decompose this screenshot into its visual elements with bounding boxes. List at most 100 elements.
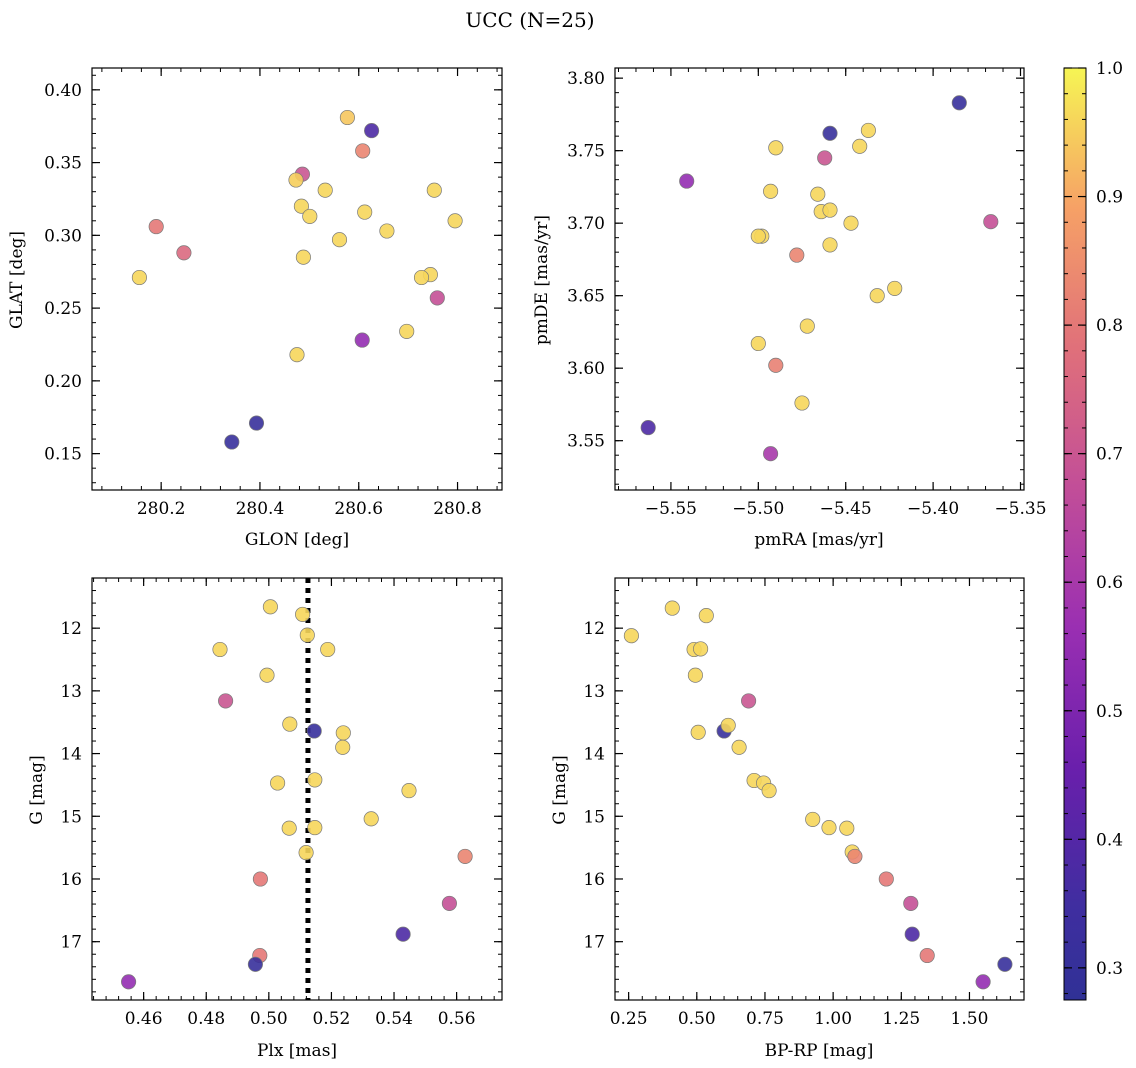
data-point: [401, 783, 417, 799]
data-point: [224, 434, 240, 450]
data-point: [852, 138, 868, 154]
y-tick-label: 15: [60, 807, 82, 827]
data-point: [399, 323, 415, 339]
data-point: [426, 182, 442, 198]
data-point: [919, 947, 935, 964]
data-point: [282, 716, 298, 732]
x-tick-label: 0.52: [312, 1009, 350, 1029]
data-point: [299, 627, 315, 643]
data-point: [355, 143, 371, 159]
data-point: [252, 871, 268, 887]
data-point: [218, 693, 234, 709]
data-point: [983, 214, 999, 230]
y-tick-label: 12: [583, 619, 605, 639]
data-point: [878, 871, 894, 887]
panel-cmd: BP-RP [mag] G [mag] 0.25 0.50 0.75 1.00 1.25…: [550, 577, 1025, 1061]
data-point: [810, 186, 826, 202]
data-point: [693, 641, 709, 657]
y-axis-label: G [mag]: [27, 755, 47, 824]
data-point: [887, 280, 903, 296]
axes-frame: [91, 67, 503, 491]
axes-frame: [614, 67, 1025, 491]
x-tick-label: −5.50: [732, 499, 784, 519]
data-point: [799, 318, 815, 334]
x-tick-label: 0.56: [438, 1009, 476, 1029]
data-point: [317, 182, 333, 198]
y-tick-label: 3.80: [567, 69, 605, 89]
axes-frame: [614, 577, 1025, 1001]
colorbar-tick-label: 0.8: [1096, 316, 1123, 336]
data-point: [720, 717, 736, 733]
data-point: [623, 628, 639, 644]
y-tick-label: 3.65: [567, 287, 605, 307]
data-point: [248, 415, 265, 431]
data-point: [750, 228, 766, 244]
data-point: [289, 347, 305, 363]
data-point: [357, 204, 373, 220]
data-point: [679, 173, 695, 189]
x-tick-label: 0.75: [746, 1009, 784, 1029]
x-tick-label: 280.8: [433, 499, 482, 519]
x-tick-label: 1.25: [882, 1009, 920, 1029]
y-tick-label: 3.60: [567, 359, 605, 379]
data-point: [794, 395, 810, 411]
colorbar-tick-label: 0.7: [1096, 445, 1123, 465]
panel-proper-motion: pmRA [mas/yr] pmDE [mas/yr] −5.55 −5.50 −5…: [532, 67, 1047, 550]
data-point: [822, 202, 838, 218]
colorbar-tick-label: 0.9: [1096, 188, 1123, 208]
data-point: [997, 956, 1013, 972]
data-point: [413, 269, 430, 286]
x-tick-label: 280.6: [334, 499, 383, 519]
data-point: [212, 641, 228, 658]
y-tick-label: 17: [60, 933, 82, 953]
y-tick-label: 13: [583, 682, 605, 702]
y-tick-label: 15: [583, 807, 605, 827]
data-point: [270, 775, 286, 791]
colorbar-tick-label: 0.5: [1096, 702, 1123, 722]
data-point: [354, 332, 370, 348]
x-axis-label: BP-RP [mag]: [765, 1041, 874, 1061]
y-tick-label: 3.55: [567, 432, 605, 452]
y-axis-label: GLAT [deg]: [7, 231, 27, 329]
data-point: [335, 739, 351, 755]
data-point: [951, 95, 967, 111]
data-point: [839, 820, 855, 836]
x-axis-label: GLON [deg]: [245, 530, 349, 550]
y-tick-label: 16: [583, 870, 605, 890]
x-tick-label: 0.25: [610, 1009, 648, 1029]
x-tick-label: −5.45: [820, 499, 872, 519]
data-point: [295, 249, 311, 265]
y-tick-label: 14: [60, 745, 82, 765]
data-point: [364, 123, 380, 139]
data-point: [259, 667, 275, 683]
x-tick-label: 0.46: [125, 1009, 163, 1029]
data-point: [763, 446, 779, 462]
colorbar-tick-label: 0.4: [1096, 830, 1123, 850]
y-tick-label: 0.25: [44, 299, 82, 319]
x-tick-label: 1.00: [814, 1009, 852, 1029]
data-point: [339, 109, 355, 126]
x-tick-label: 0.50: [250, 1009, 288, 1029]
data-point: [805, 811, 821, 827]
data-point: [247, 956, 263, 972]
data-point: [821, 820, 837, 836]
y-tick-label: 16: [60, 870, 82, 890]
data-point: [121, 974, 137, 990]
data-point: [395, 926, 411, 942]
colorbar-tick-label: 1.0: [1096, 59, 1123, 79]
data-point: [903, 895, 919, 911]
axes-frame: [91, 577, 503, 1001]
x-tick-label: 280.2: [137, 499, 186, 519]
y-tick-label: 0.35: [44, 154, 82, 174]
y-tick-label: 13: [60, 682, 82, 702]
data-point: [741, 693, 757, 709]
data-point: [176, 245, 192, 261]
data-point: [761, 783, 777, 799]
x-tick-label: 0.50: [678, 1009, 716, 1029]
panel-plx-g: Plx [mas] G [mag] 0.46 0.48 0.50 0.52 0.54 0.…: [27, 577, 503, 1061]
y-tick-label: 17: [583, 933, 605, 953]
data-point: [822, 237, 838, 253]
data-point: [698, 608, 714, 624]
data-point: [281, 820, 297, 836]
